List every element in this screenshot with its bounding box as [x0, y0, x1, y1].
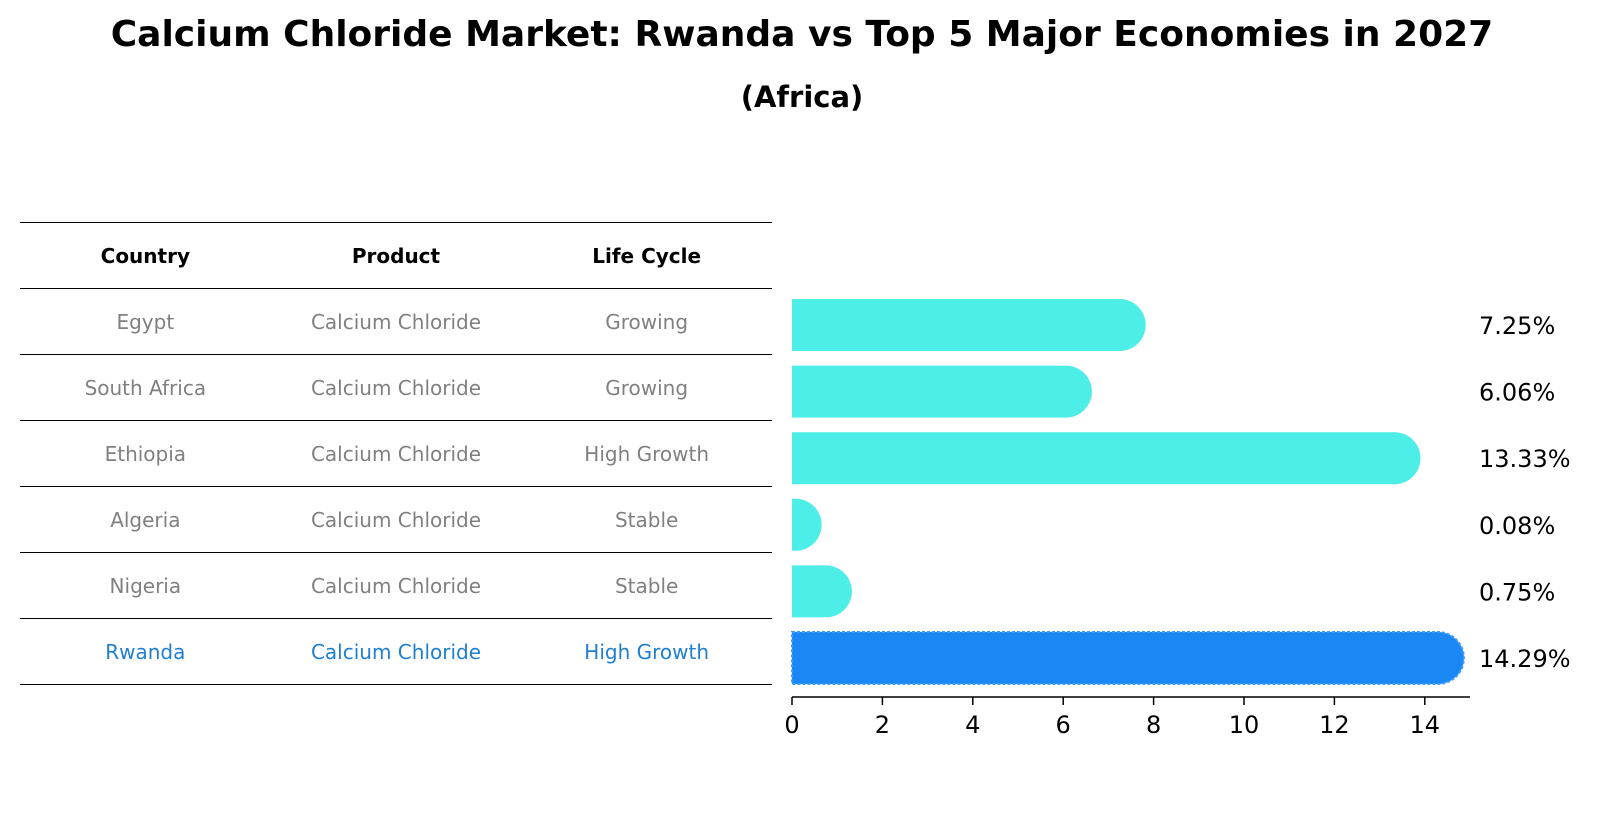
country-cell: Egypt	[20, 288, 271, 355]
country-cell: South Africa	[20, 354, 271, 421]
chart-subtitle: (Africa)	[740, 80, 864, 114]
data-table: Country Product Life Cycle Egypt Calcium…	[20, 222, 772, 685]
bar-rwanda	[791, 631, 1465, 685]
country-cell: Nigeria	[20, 552, 271, 619]
product-cell: Calcium Chloride	[270, 486, 522, 553]
chart-title: Calcium Chloride Market: Rwanda vs Top 5…	[110, 14, 1494, 55]
x-tick-label: 14	[1410, 711, 1441, 739]
x-tick-label: 6	[1056, 711, 1071, 739]
bar-south-africa	[792, 365, 1092, 418]
bar-ethiopia	[792, 432, 1421, 485]
x-tick-label: 4	[965, 711, 980, 739]
value-label: 0.08%	[1479, 512, 1555, 540]
product-cell: Calcium Chloride	[270, 288, 522, 355]
bar-egypt	[792, 299, 1146, 351]
value-label: 14.29%	[1479, 645, 1571, 673]
x-tick-label: 0	[784, 711, 799, 739]
header-country: Country	[20, 222, 271, 289]
x-tick-label: 8	[1146, 711, 1161, 739]
life-cycle-cell: Stable	[521, 486, 772, 553]
x-tick-label: 10	[1229, 711, 1260, 739]
bar-nigeria	[792, 565, 852, 618]
table-row: Nigeria Calcium Chloride Stable	[20, 552, 772, 619]
product-cell: Calcium Chloride	[270, 420, 522, 487]
product-cell: Calcium Chloride	[270, 618, 522, 685]
x-tick-label: 2	[875, 711, 890, 739]
bar-algeria	[792, 498, 822, 551]
x-tick-label: 12	[1319, 711, 1350, 739]
life-cycle-cell: Growing	[521, 288, 772, 355]
header-product: Product	[270, 222, 522, 289]
country-cell: Algeria	[20, 486, 271, 553]
life-cycle-cell: High Growth	[521, 618, 772, 685]
product-cell: Calcium Chloride	[270, 552, 522, 619]
table-row-highlighted: Rwanda Calcium Chloride High Growth	[20, 618, 772, 685]
value-label: 13.33%	[1479, 445, 1571, 473]
life-cycle-cell: Stable	[521, 552, 772, 619]
life-cycle-cell: High Growth	[521, 420, 772, 487]
country-cell: Rwanda	[20, 618, 271, 685]
table-row: Ethiopia Calcium Chloride High Growth	[20, 420, 772, 487]
product-cell: Calcium Chloride	[270, 354, 522, 421]
table-header-row: Country Product Life Cycle	[20, 222, 772, 289]
value-label: 7.25%	[1479, 312, 1555, 340]
table-row: Egypt Calcium Chloride Growing	[20, 288, 772, 355]
value-label: 6.06%	[1479, 379, 1555, 407]
header-life-cycle: Life Cycle	[521, 222, 772, 289]
value-label: 0.75%	[1479, 578, 1555, 606]
country-cell: Ethiopia	[20, 420, 271, 487]
table-row: South Africa Calcium Chloride Growing	[20, 354, 772, 421]
table-row: Algeria Calcium Chloride Stable	[20, 486, 772, 553]
